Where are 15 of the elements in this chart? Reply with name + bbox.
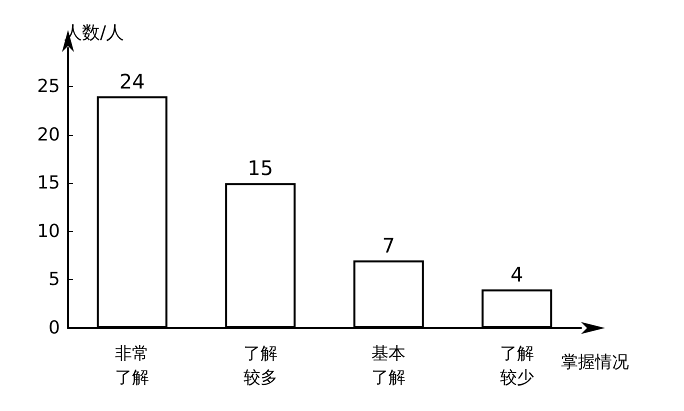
data-label: 4 [510,262,524,286]
y-tick-label: 25 [37,76,60,98]
data-label: 7 [382,233,395,258]
y-tick-label: 10 [37,220,60,242]
x-axis-title: 掌握情况 [561,352,629,372]
y-tick-label: 20 [37,124,60,146]
data-label: 15 [248,156,274,180]
data-label: 24 [119,69,145,94]
y-tick-label: 15 [37,172,60,194]
y-tick-label: 5 [48,269,60,290]
x-tick-label: 了解较多 [243,344,278,388]
y-tick-label: 0 [48,318,60,338]
x-tick-label: 基本了解 [372,344,406,388]
x-tick-label: 了解较少 [500,344,534,388]
x-tick-label: 非常了解 [115,344,150,388]
